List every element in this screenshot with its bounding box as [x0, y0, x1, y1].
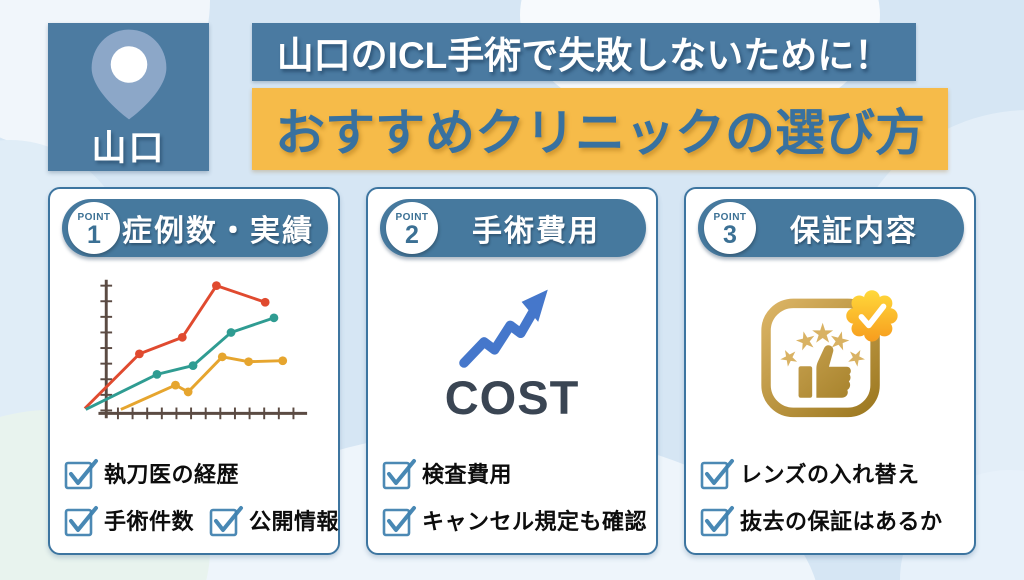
point-badge-number: 2	[405, 220, 419, 249]
cost-text: COST	[444, 371, 580, 424]
card-1-header-pill: POINT 1 症例数・実績	[62, 199, 328, 257]
check-label: 手術件数	[104, 509, 195, 534]
check-row: 手術件数 公開情報	[63, 503, 339, 537]
check-item: 執刀医の経歴	[63, 456, 239, 490]
card-1-title: 症例数・実績	[122, 215, 314, 248]
card-2-checklist: 検査費用 キャンセル規定も確認	[368, 456, 656, 553]
star-row	[780, 322, 865, 367]
card-point-3: POINT 3 保証内容	[684, 187, 976, 555]
card-1-illustration	[50, 257, 338, 443]
checkbox-checked-icon	[700, 459, 734, 490]
check-label: 公開情報	[249, 509, 340, 534]
checkbox-checked-icon	[64, 506, 98, 537]
banner-main: おすすめクリニックの選び方	[252, 88, 948, 170]
award-thumbs-up-icon	[761, 290, 898, 418]
checkbox-checked-icon	[64, 459, 98, 490]
checkbox-checked-icon	[209, 506, 244, 537]
check-item: 検査費用	[381, 456, 512, 490]
check-row: レンズの入れ替え	[699, 456, 961, 490]
check-item: レンズの入れ替え	[699, 456, 920, 490]
card-3-checklist: レンズの入れ替え 抜去の保証はあるか	[686, 456, 974, 553]
cost-up-arrow-icon	[459, 289, 548, 368]
check-label: 検査費用	[422, 462, 513, 487]
point-badge-number: 3	[723, 220, 737, 249]
banner-top: 山口のICL手術で失敗しないために！	[252, 23, 916, 81]
point-3-badge: POINT 3	[704, 202, 756, 254]
card-2-header-pill: POINT 2 手術費用	[380, 199, 646, 257]
point-badge-word: POINT	[77, 211, 111, 223]
points-card-row: POINT 1 症例数・実績 執刀医の経歴	[48, 187, 976, 555]
ribbon-badge-icon	[846, 290, 898, 342]
card-2-illustration: COST	[368, 257, 656, 443]
check-label: レンズの入れ替え	[740, 462, 920, 487]
line-chart-illustration	[83, 279, 308, 420]
checkbox-checked-icon	[700, 506, 734, 537]
check-item: キャンセル規定も確認	[381, 503, 647, 537]
region-badge: 山口	[48, 23, 209, 171]
point-1-badge: POINT 1	[68, 202, 120, 254]
check-row: 執刀医の経歴	[63, 456, 325, 490]
check-row: 抜去の保証はあるか	[699, 503, 961, 537]
location-pin-icon	[91, 29, 166, 120]
card-3-title: 保証内容	[790, 215, 918, 248]
check-row: 検査費用	[381, 456, 643, 490]
point-badge-number: 1	[87, 220, 101, 249]
card-1-checklist: 執刀医の経歴 手術件数	[50, 456, 339, 553]
check-row: キャンセル規定も確認	[381, 503, 647, 537]
point-badge-word: POINT	[713, 211, 747, 223]
checkbox-checked-icon	[382, 459, 416, 490]
check-item: 抜去の保証はあるか	[699, 503, 943, 537]
card-3-illustration	[686, 257, 974, 443]
thumbs-up	[798, 345, 851, 398]
banner-top-text: 山口のICL手術で失敗しないために！	[276, 35, 892, 76]
checkbox-checked-icon	[382, 506, 416, 537]
check-item: 公開情報	[208, 503, 339, 537]
banner-main-text: おすすめクリニックの選び方	[275, 105, 925, 161]
check-label: 執刀医の経歴	[104, 462, 240, 487]
card-point-2: POINT 2 手術費用 COST	[366, 187, 658, 555]
card-3-header-pill: POINT 3 保証内容	[698, 199, 964, 257]
region-label: 山口	[91, 129, 166, 168]
check-label: 抜去の保証はあるか	[740, 509, 943, 534]
card-2-title: 手術費用	[472, 215, 600, 248]
point-badge-word: POINT	[395, 211, 429, 223]
card-point-1: POINT 1 症例数・実績 執刀医の経歴	[48, 187, 340, 555]
check-label: キャンセル規定も確認	[422, 509, 648, 534]
check-item: 手術件数	[63, 503, 194, 537]
point-2-badge: POINT 2	[386, 202, 438, 254]
